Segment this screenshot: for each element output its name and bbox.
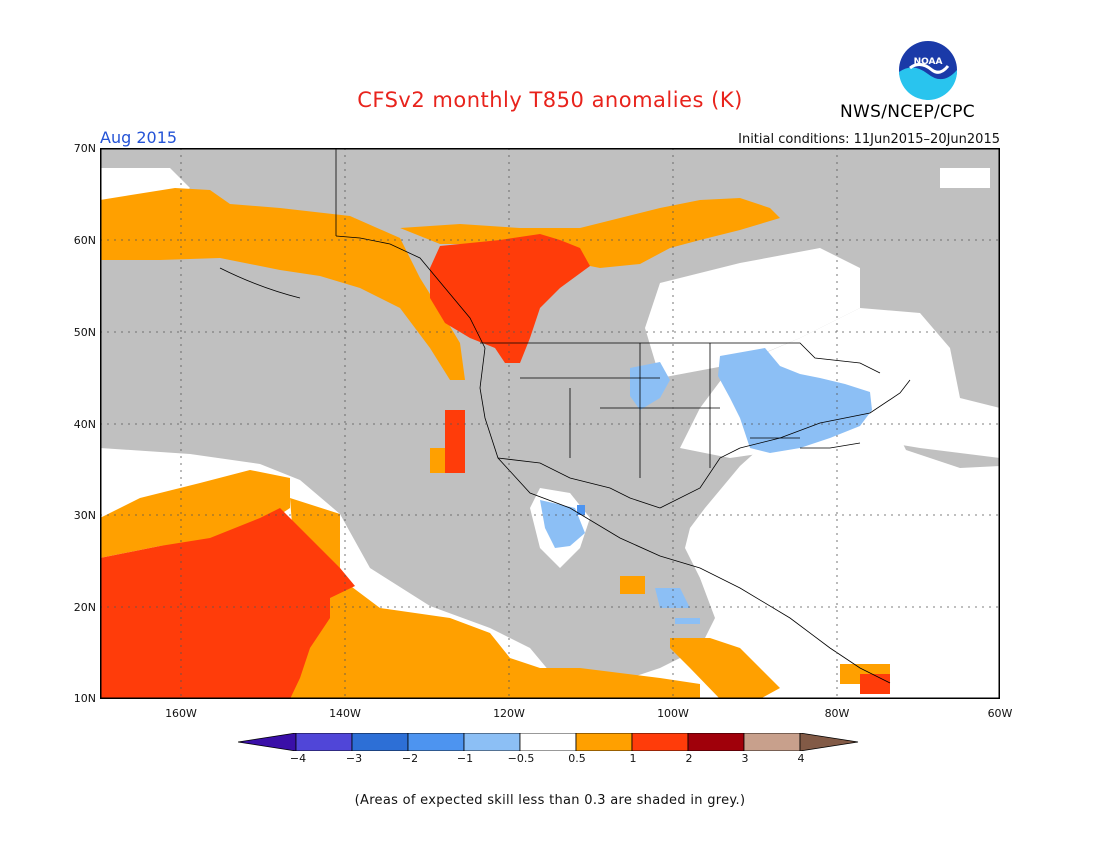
- logo-text: NOAA: [914, 57, 943, 67]
- lat-label: 50N: [73, 326, 96, 339]
- lon-label: 160W: [165, 707, 197, 720]
- legend-swatch-above-max: [799, 733, 859, 751]
- coastlines-and-borders: [219, 148, 911, 684]
- legend-label: 4: [797, 752, 805, 765]
- lat-label: 60N: [73, 234, 96, 247]
- anomaly-1-2: [100, 234, 890, 699]
- legend-label: −0.5: [507, 752, 535, 765]
- anomaly-neg2-neg1: [577, 505, 585, 515]
- lon-label: 120W: [493, 707, 525, 720]
- legend-swatch: [575, 733, 633, 751]
- legend-swatch-below-min: [238, 733, 297, 751]
- legend-label: −2: [401, 752, 419, 765]
- lat-label: 20N: [73, 601, 96, 614]
- legend-label: −3: [345, 752, 363, 765]
- lat-label: 10N: [73, 692, 96, 705]
- color-legend: [238, 733, 859, 751]
- forecast-month: Aug 2015: [100, 128, 178, 147]
- skill-footnote: (Areas of expected skill less than 0.3 a…: [354, 793, 746, 808]
- gridlines: [100, 148, 1000, 699]
- noaa-logo: NOAA: [899, 41, 958, 100]
- agency-label: NWS/NCEP/CPC: [840, 102, 975, 122]
- legend-label: 0.5: [568, 752, 586, 765]
- lat-label: 30N: [73, 509, 96, 522]
- lon-label: 80W: [824, 707, 850, 720]
- legend-swatch: [463, 733, 521, 751]
- anomaly-0_5-1: [100, 188, 890, 699]
- anomaly-map: [100, 148, 1000, 699]
- lat-label: 40N: [73, 418, 96, 431]
- chart-title: CFSv2 monthly T850 anomalies (K): [357, 88, 743, 112]
- legend-label: 2: [685, 752, 693, 765]
- legend-swatch: [407, 733, 465, 751]
- legend-swatch: [743, 733, 801, 751]
- legend-label: −1: [456, 752, 474, 765]
- legend-swatch: [631, 733, 689, 751]
- legend-swatch: [687, 733, 745, 751]
- legend-swatch: [519, 733, 577, 751]
- lon-label: 60W: [987, 707, 1013, 720]
- legend-swatch: [295, 733, 353, 751]
- legend-swatch: [351, 733, 409, 751]
- legend-label: −4: [289, 752, 307, 765]
- lon-label: 100W: [657, 707, 689, 720]
- legend-label: 3: [741, 752, 749, 765]
- lat-label: 70N: [73, 142, 96, 155]
- anomaly-neg1-neg0_5: [540, 348, 872, 624]
- initial-conditions: Initial conditions: 11Jun2015–20Jun2015: [738, 132, 1000, 147]
- lon-label: 140W: [329, 707, 361, 720]
- legend-label: 1: [629, 752, 637, 765]
